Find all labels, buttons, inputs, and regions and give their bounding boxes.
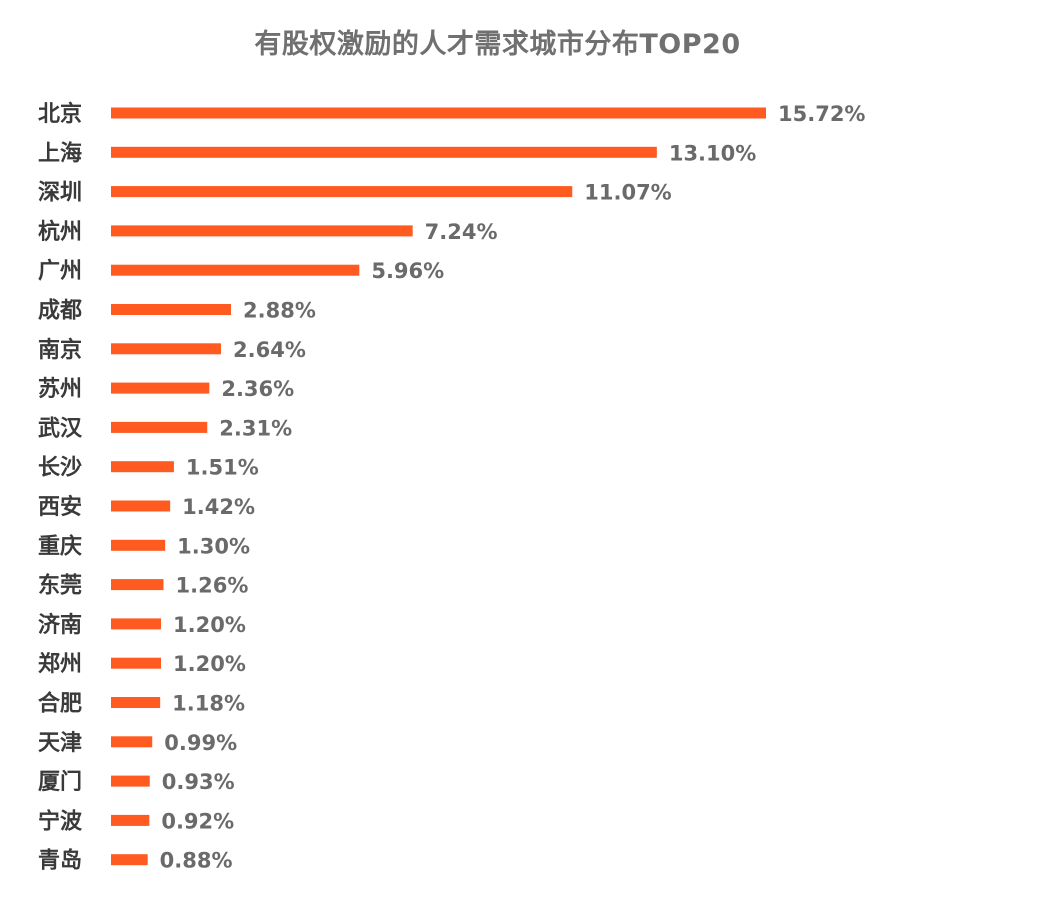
category-label: 长沙 <box>38 456 82 481</box>
data-label: 1.18% <box>172 692 245 716</box>
category-label: 西安 <box>38 494 82 520</box>
category-label: 杭州 <box>38 219 82 245</box>
category-label: 青岛 <box>38 848 82 874</box>
bar <box>111 264 360 276</box>
category-label: 天津 <box>38 730 82 756</box>
bar <box>111 107 766 119</box>
bar <box>111 854 148 866</box>
chart-title: 有股权激励的人才需求城市分布TOP20 <box>254 29 741 60</box>
bar <box>111 500 171 512</box>
category-label: 宁波 <box>38 808 83 834</box>
bar <box>111 421 208 433</box>
category-label: 合肥 <box>38 691 82 717</box>
bar <box>111 775 150 787</box>
data-label: 0.88% <box>160 849 233 873</box>
bar <box>111 382 210 394</box>
category-label: 武汉 <box>38 416 83 441</box>
bar <box>111 814 150 826</box>
bar <box>111 343 221 355</box>
data-label: 2.31% <box>219 416 292 440</box>
data-label: 11.07% <box>584 181 671 205</box>
data-label: 13.10% <box>669 141 756 165</box>
category-label: 济南 <box>38 612 82 638</box>
bar <box>111 736 153 748</box>
data-label: 2.36% <box>221 377 294 401</box>
data-label: 2.88% <box>243 299 316 323</box>
data-label: 7.24% <box>425 220 498 244</box>
data-label: 0.99% <box>164 731 237 755</box>
bar <box>111 579 164 591</box>
category-label: 苏州 <box>38 376 82 402</box>
bar <box>111 461 174 473</box>
category-label: 成都 <box>38 299 82 324</box>
bar <box>111 697 161 708</box>
data-label: 1.42% <box>182 495 255 519</box>
bar <box>111 146 657 158</box>
data-label: 1.51% <box>186 456 259 480</box>
data-label: 0.93% <box>162 770 235 794</box>
data-label: 1.20% <box>173 652 246 676</box>
data-label: 5.96% <box>371 259 444 283</box>
bar <box>111 225 413 237</box>
data-label: 2.64% <box>233 338 306 362</box>
bar <box>111 618 161 630</box>
data-label: 1.30% <box>177 534 250 558</box>
data-label: 1.20% <box>173 613 246 637</box>
data-label: 15.72% <box>778 102 865 126</box>
bar <box>111 304 231 315</box>
category-label: 上海 <box>38 140 82 166</box>
category-label: 东莞 <box>38 573 82 599</box>
bar <box>111 657 161 669</box>
category-label: 郑州 <box>38 652 82 677</box>
bar <box>111 539 166 551</box>
category-label: 深圳 <box>38 181 82 206</box>
data-label: 0.92% <box>161 809 234 833</box>
bar <box>111 186 573 198</box>
category-label: 北京 <box>38 101 82 127</box>
category-label: 广州 <box>38 258 82 284</box>
data-label: 1.26% <box>176 574 249 598</box>
category-label: 厦门 <box>38 769 82 795</box>
category-label: 南京 <box>38 337 82 363</box>
category-label: 重庆 <box>38 533 82 559</box>
